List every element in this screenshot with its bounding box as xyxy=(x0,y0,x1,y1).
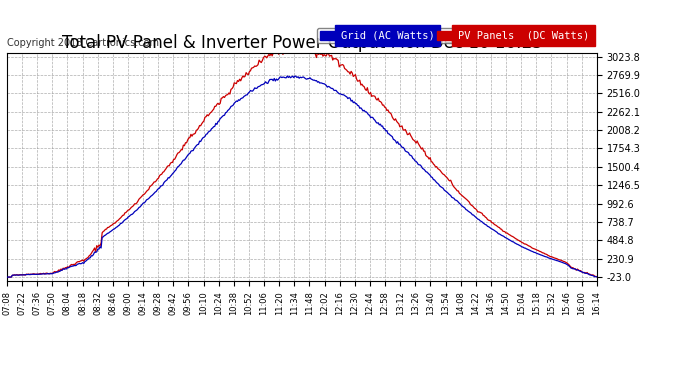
Legend: Grid (AC Watts), PV Panels  (DC Watts): Grid (AC Watts), PV Panels (DC Watts) xyxy=(317,28,592,44)
Text: Copyright 2018 Cartronics.com: Copyright 2018 Cartronics.com xyxy=(7,38,159,48)
Title: Total PV Panel & Inverter Power Output Mon Dec 10 16:25: Total PV Panel & Inverter Power Output M… xyxy=(61,34,542,53)
